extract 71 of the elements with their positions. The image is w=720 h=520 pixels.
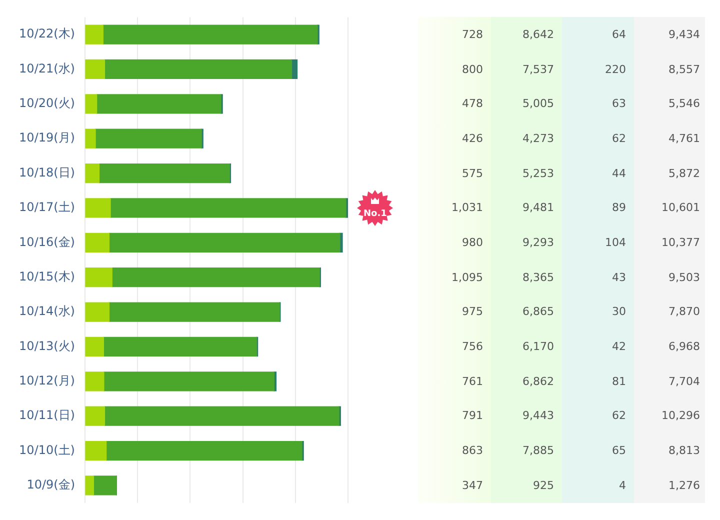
text: 347 [418,468,491,503]
text: 30 [562,294,634,330]
text: 8,642 [491,17,562,52]
y-tick-label: 10/16(金) [19,234,75,249]
y-tick-label: 10/17(土) [19,200,75,214]
text: 478 [418,86,491,122]
text: 10,296 [634,398,705,434]
text: 62 [562,398,634,434]
text: 5,253 [491,156,562,191]
text: 975 [418,294,491,330]
text: 800 [418,52,491,87]
text: 10,377 [634,225,705,260]
text: 6,170 [491,329,562,364]
text: 9,503 [634,260,705,295]
text: 5,546 [634,86,705,122]
text: 426 [418,121,491,156]
text: 64 [562,17,634,52]
text: 89 [562,190,634,226]
y-tick-label: 10/19(月) [19,130,75,145]
text: 7,885 [491,433,562,468]
text: 925 [491,468,562,503]
text: 1,276 [634,468,705,503]
text: 728 [418,17,491,52]
text: 9,293 [491,225,562,260]
text: 43 [562,260,634,295]
y-tick-label: 10/9(金) [26,478,75,492]
text: 791 [418,398,491,434]
text: 1,095 [418,260,491,295]
text: 863 [418,433,491,468]
text: 5,872 [634,156,705,191]
y-tick-label: 10/18(日) [19,165,75,180]
text: 6,968 [634,329,705,364]
y-tick-label: 10/13(火) [19,338,75,353]
text: 63 [562,86,634,122]
y-tick-label: 10/22(木) [19,26,75,41]
text: 7,704 [634,364,705,399]
text: 4 [562,468,634,503]
text: 10,601 [634,190,705,226]
y-tick-label: 10/20(火) [19,96,75,110]
y-tick-label: 10/11(日) [19,408,75,422]
text: 8,813 [634,433,705,468]
text: 81 [562,364,634,399]
text: 8,557 [634,52,705,87]
text: 761 [418,364,491,399]
text: 575 [418,156,491,191]
y-tick-label: 10/15(木) [19,269,75,284]
text: 5,005 [491,86,562,122]
text: 980 [418,225,491,260]
text: 7,537 [491,52,562,87]
text: 44 [562,156,634,191]
text: 9,443 [491,398,562,434]
text: 756 [418,329,491,364]
text: 7,870 [634,294,705,330]
text: 4,761 [634,121,705,156]
text: 6,862 [491,364,562,399]
text: 1,031 [418,190,491,226]
y-tick-label: 10/14(水) [19,304,75,318]
y-tick-label: 10/10(土) [19,442,75,457]
text: 220 [562,52,634,87]
text: 9,481 [491,190,562,226]
text: 65 [562,433,634,468]
text: 104 [562,225,634,260]
text: 4,273 [491,121,562,156]
text: 42 [562,329,634,364]
y-tick-label: 10/21(水) [19,61,75,76]
text: 9,434 [634,17,705,52]
annotation: No.1 [364,208,387,220]
text: 62 [562,121,634,156]
text: 6,865 [491,294,562,330]
text: 8,365 [491,260,562,295]
y-tick-label: 10/12(月) [19,374,75,388]
